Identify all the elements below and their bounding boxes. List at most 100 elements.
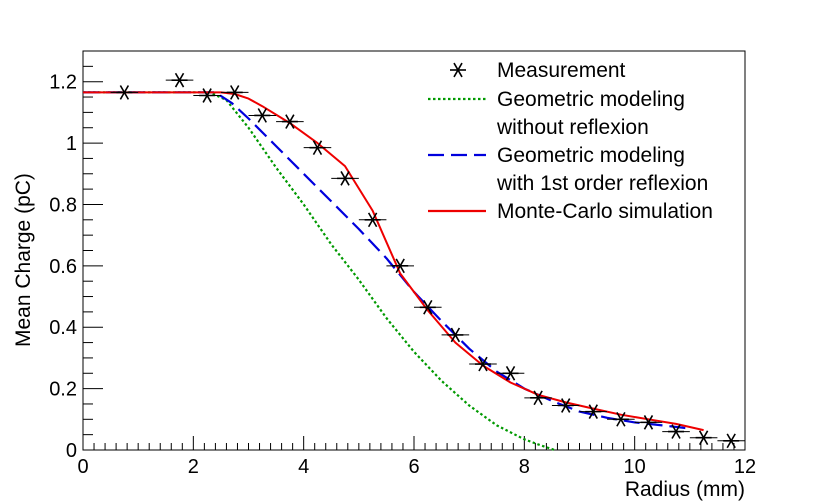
asterisk-stroke <box>174 72 185 88</box>
asterisk-marker <box>695 430 712 446</box>
asterisk-marker <box>668 424 685 439</box>
legend-label-3: Monte-Carlo simulation <box>497 200 713 223</box>
asterisk-stroke <box>395 258 405 274</box>
x-tick-label: 8 <box>519 456 530 478</box>
y-tick-label: 1 <box>66 133 77 155</box>
asterisk-marker <box>723 433 740 449</box>
data-point <box>496 365 525 381</box>
asterisk-stroke <box>643 415 654 430</box>
measurement-points <box>110 72 745 449</box>
data-point <box>579 404 608 419</box>
y-tick-label: 0.4 <box>49 317 77 339</box>
data-point <box>414 299 442 315</box>
asterisk-stroke <box>561 398 571 413</box>
data-point <box>110 85 139 100</box>
y-tick-label: 1.2 <box>49 72 77 94</box>
asterisk-stroke <box>505 365 516 381</box>
data-point <box>193 88 221 103</box>
asterisk-stroke <box>450 327 461 343</box>
x-tick-label: 4 <box>298 456 309 478</box>
x-tick-label: 12 <box>734 456 756 478</box>
legend-symbol-measurement <box>450 62 466 78</box>
asterisk-stroke <box>423 299 433 315</box>
data-point <box>469 356 497 372</box>
asterisk-marker <box>450 62 466 78</box>
asterisk-marker <box>502 365 519 381</box>
asterisk-marker <box>474 356 491 372</box>
data-point <box>524 390 552 406</box>
data-point <box>634 415 663 430</box>
asterisk-stroke <box>588 404 598 419</box>
asterisk-marker <box>585 404 602 419</box>
asterisk-stroke <box>698 430 709 446</box>
y-axis-label: Mean Charge (pC) <box>12 173 35 347</box>
x-tick-label: 10 <box>624 456 646 478</box>
y-tick-label: 0.8 <box>49 194 77 216</box>
asterisk-stroke <box>453 62 463 78</box>
data-point <box>303 140 332 156</box>
data-point <box>717 433 745 449</box>
data-point <box>331 171 359 186</box>
asterisk-marker <box>612 411 629 427</box>
x-tick-label: 0 <box>77 456 88 478</box>
data-point <box>551 398 580 413</box>
data-point <box>607 411 635 427</box>
legend-label-2: Geometric modeling <box>497 144 685 167</box>
asterisk-stroke <box>340 171 350 186</box>
series-lines <box>83 91 704 452</box>
asterisk-stroke <box>616 411 626 427</box>
asterisk-marker <box>530 390 547 406</box>
data-point <box>276 114 304 129</box>
asterisk-stroke <box>726 433 736 449</box>
asterisk-marker <box>309 140 326 156</box>
asterisk-stroke <box>202 88 212 103</box>
asterisk-stroke <box>671 424 681 439</box>
asterisk-marker <box>226 85 243 100</box>
series-line-2 <box>83 91 690 430</box>
asterisk-stroke <box>478 356 488 372</box>
asterisk-marker <box>364 212 381 228</box>
data-point <box>662 424 690 439</box>
asterisk-stroke <box>119 85 130 100</box>
asterisk-marker <box>392 258 409 274</box>
y-tick-label: 0.6 <box>49 256 77 278</box>
tick-labels: 0 2 4 6 8 10 12 0 0.2 0.4 0.6 0.8 1 1.2 <box>49 72 756 478</box>
legend-label-1: Geometric modeling <box>497 88 685 111</box>
asterisk-stroke <box>533 390 543 406</box>
data-point <box>441 327 470 343</box>
asterisk-marker <box>419 299 436 315</box>
y-tick-label: 0 <box>66 440 77 462</box>
y-tick-label: 0.2 <box>49 379 77 401</box>
data-point <box>220 85 249 100</box>
axis-ticks <box>82 50 746 451</box>
asterisk-marker <box>171 72 188 88</box>
series-line-3 <box>83 91 704 432</box>
asterisk-marker <box>337 171 354 186</box>
data-point <box>165 72 194 88</box>
asterisk-marker <box>254 108 271 123</box>
asterisk-marker <box>281 114 298 129</box>
asterisk-marker <box>116 85 133 100</box>
legend-label-2: with 1st order reflexion <box>496 172 708 195</box>
data-point <box>248 108 277 123</box>
data-point <box>358 212 387 228</box>
data-point <box>689 430 718 446</box>
asterisk-stroke <box>285 114 295 129</box>
asterisk-marker <box>557 398 574 413</box>
asterisk-stroke <box>367 212 378 228</box>
x-tick-label: 2 <box>188 456 199 478</box>
asterisk-marker <box>447 327 464 343</box>
legend: Measurement Geometric modeling without ref… <box>428 59 713 223</box>
series-line-1 <box>83 91 556 452</box>
legend-label-1: without reflexion <box>496 116 649 139</box>
x-tick-label: 6 <box>408 456 419 478</box>
asterisk-stroke <box>257 108 267 123</box>
data-point <box>386 258 414 274</box>
asterisk-marker <box>199 88 216 103</box>
asterisk-marker <box>640 415 657 430</box>
asterisk-stroke <box>312 140 323 156</box>
asterisk-stroke <box>230 85 240 100</box>
legend-label-measurement: Measurement <box>497 59 626 82</box>
x-axis-label: Radius (mm) <box>625 478 745 501</box>
